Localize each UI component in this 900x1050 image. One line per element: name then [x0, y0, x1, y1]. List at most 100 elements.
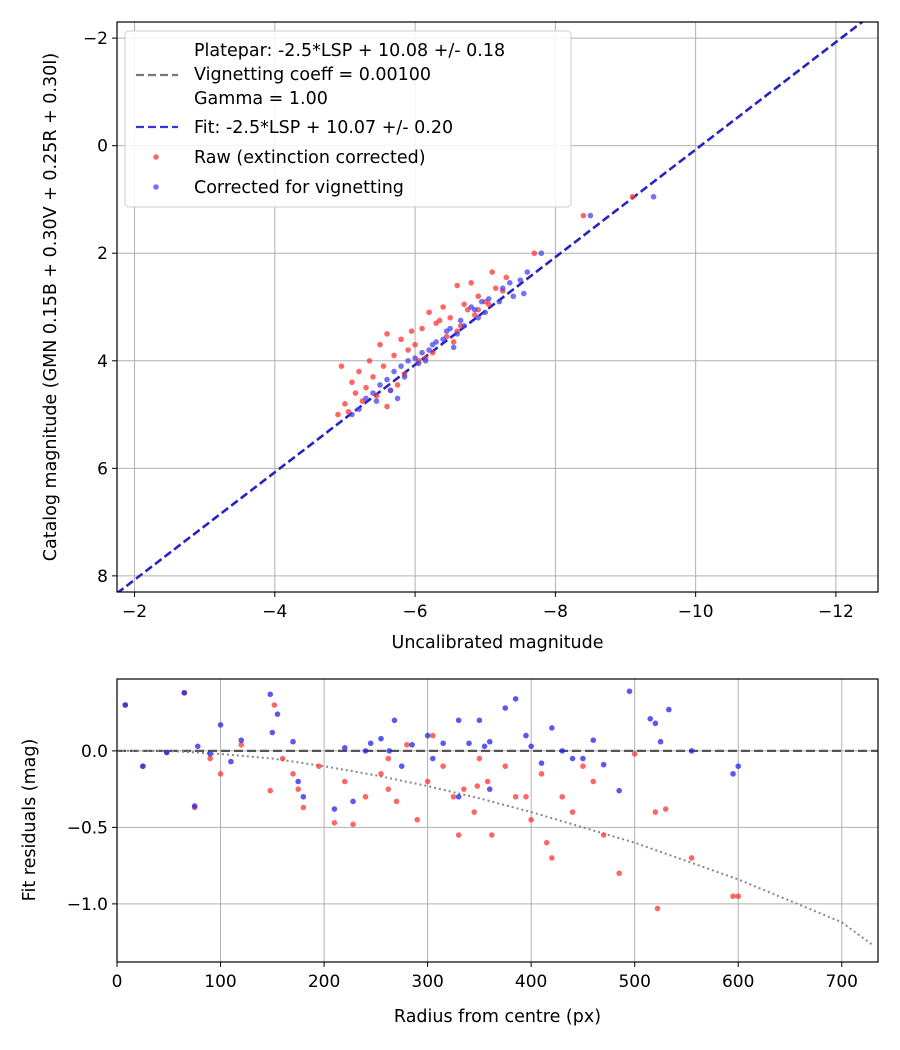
raw-point	[366, 357, 373, 364]
corrected-point	[486, 786, 493, 792]
corrected-point	[569, 755, 576, 762]
y-tick-label: −2	[83, 29, 108, 49]
raw-point	[590, 778, 597, 785]
corrected-point	[415, 360, 422, 367]
raw-point	[454, 282, 460, 289]
raw-point	[450, 339, 457, 345]
x-tick-label: 300	[411, 972, 443, 992]
corrected-point	[350, 798, 356, 805]
corrected-point	[549, 725, 555, 731]
raw-point	[424, 778, 431, 785]
raw-point	[412, 341, 418, 348]
plot-frame	[116, 21, 879, 593]
corrected-point	[461, 323, 467, 329]
corrected-point	[163, 749, 170, 756]
corrected-point	[349, 411, 355, 418]
raw-residual-points	[122, 689, 742, 912]
corrected-point	[450, 344, 457, 351]
corrected-point	[538, 760, 545, 766]
raw-point	[436, 317, 443, 324]
x-tick-label: −2	[122, 602, 147, 622]
raw-point	[549, 855, 555, 861]
raw-point	[290, 771, 296, 777]
raw-point	[384, 403, 390, 410]
corrected-point	[580, 755, 586, 762]
corrected-point	[476, 717, 483, 724]
raw-point	[408, 328, 415, 334]
y-axis-label: Catalog magnitude (GMN 0.15B + 0.30V + 0…	[41, 53, 61, 561]
x-tick-label: 0	[112, 972, 123, 992]
corrected-point	[455, 717, 462, 724]
raw-point	[461, 301, 467, 308]
raw-point	[342, 400, 348, 407]
corrected-point	[524, 269, 531, 275]
fit-lines	[117, 22, 865, 592]
raw-point	[730, 893, 736, 900]
raw-point	[502, 763, 509, 769]
corrected-point	[290, 738, 296, 745]
raw-point	[378, 771, 384, 777]
y-tick-label: 4	[97, 352, 108, 372]
corrected-point	[238, 737, 245, 743]
raw-point	[300, 804, 307, 811]
corrected-point	[398, 763, 405, 769]
legend: Platepar: -2.5*LSP + 10.08 +/- 0.18 Vign…	[124, 30, 572, 208]
corrected-point	[466, 740, 472, 747]
raw-point	[394, 382, 401, 388]
raw-point	[471, 809, 478, 815]
raw-point	[543, 839, 550, 846]
raw-point	[531, 250, 538, 257]
corrected-point	[387, 387, 394, 394]
raw-point	[398, 336, 404, 343]
corrected-point	[517, 277, 524, 283]
fit-line	[117, 22, 864, 592]
raw-point	[391, 352, 397, 359]
raw-point	[600, 832, 607, 838]
corrected-point	[274, 711, 281, 717]
corrected-point	[228, 758, 234, 765]
plot-frame	[116, 678, 879, 963]
corrected-point	[688, 748, 695, 754]
raw-point	[404, 741, 410, 748]
raw-point	[419, 325, 425, 332]
raw-point	[485, 301, 492, 308]
corrected-point	[181, 689, 188, 696]
corrected-point	[194, 743, 201, 750]
corrected-point	[506, 280, 513, 286]
corrected-point	[538, 250, 545, 257]
raw-point	[580, 763, 586, 769]
corrected-point	[409, 741, 415, 748]
corrected-point	[502, 705, 509, 711]
raw-point	[271, 702, 278, 708]
x-axis-label: Radius from centre (px)	[394, 1007, 601, 1027]
raw-point	[654, 905, 661, 912]
x-tick-label: 400	[515, 972, 547, 992]
raw-point	[512, 793, 519, 800]
x-tick-label: −8	[543, 602, 568, 622]
raw-point	[405, 347, 411, 353]
raw-point	[468, 280, 474, 286]
corrected-point	[373, 398, 380, 404]
raw-point	[461, 786, 467, 792]
legend-fit: Fit: -2.5*LSP + 10.07 +/- 0.20	[194, 118, 453, 138]
raw-point	[447, 314, 453, 321]
corrected-point	[405, 357, 411, 364]
corrected-point	[331, 806, 338, 812]
corrected-point	[528, 743, 534, 750]
residuals-scatter-chart: 0 100 200 300 400 500 600 700 −1.0 −0.5 0.0 Radius…	[20, 678, 879, 1027]
raw-point	[352, 390, 359, 396]
raw-point	[384, 331, 390, 337]
corrected-point	[363, 395, 369, 402]
raw-point	[429, 732, 436, 739]
y-tick-label: 0	[97, 137, 108, 157]
corrected-point	[419, 349, 425, 356]
corrected-point	[378, 735, 384, 742]
corrected-point	[521, 290, 527, 297]
corrected-point	[217, 722, 224, 728]
corrected-point	[650, 193, 657, 200]
raw-point	[362, 793, 369, 800]
corrected-point	[616, 787, 622, 794]
y-axis-label: Fit residuals (mag)	[20, 739, 40, 902]
corrected-point	[647, 715, 654, 722]
y-tick-label: 2	[97, 244, 108, 264]
